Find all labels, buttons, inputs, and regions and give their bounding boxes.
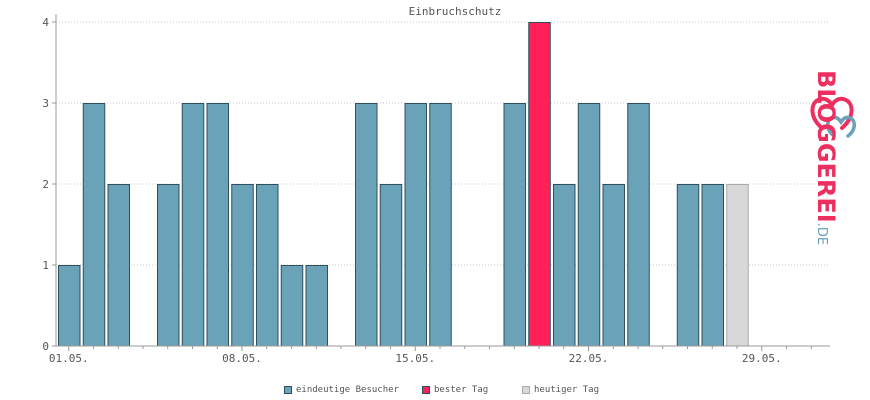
legend-label-best-day: bester Tag — [434, 385, 489, 395]
legend: eindeutige Besucher bester Tag heutiger … — [0, 385, 870, 399]
bars — [58, 22, 749, 347]
bar — [701, 184, 724, 347]
bar — [503, 103, 526, 347]
x-tick-labels: 01.05. 08.05. 15.05. 22.05. 29.05. — [49, 352, 782, 365]
bar — [181, 103, 205, 347]
bar — [602, 184, 625, 347]
legend-label-visitors: eindeutige Besucher — [296, 385, 399, 395]
legend-swatch-today — [522, 386, 530, 394]
y-tick-label: 1 — [42, 259, 49, 272]
legend-item-visitors: eindeutige Besucher — [284, 385, 399, 395]
x-tick-label: 08.05. — [222, 352, 262, 365]
bar — [627, 103, 650, 347]
bar — [429, 103, 452, 347]
y-tick-label: 0 — [42, 340, 49, 353]
bar-today — [726, 184, 749, 347]
logo-text-main: BLOGGEREI — [812, 70, 840, 223]
y-tick-label: 4 — [42, 16, 49, 29]
x-tick-label: 15.05. — [395, 352, 435, 365]
x-tick-label: 22.05. — [569, 352, 609, 365]
bloggerei-heart-icon — [810, 96, 856, 138]
bar — [82, 103, 106, 347]
y-tick-label: 2 — [42, 178, 49, 191]
axes — [52, 14, 830, 351]
legend-item-today: heutiger Tag — [522, 385, 599, 395]
y-tick-labels: 0 1 2 3 4 — [42, 16, 49, 353]
bar — [305, 265, 328, 347]
logo-text-suffix: .DE — [814, 222, 829, 246]
bar — [256, 184, 279, 347]
bloggerei-logo-text: BLOGGEREI.DE — [806, 70, 846, 245]
x-tick-label: 29.05. — [742, 352, 782, 365]
bar — [355, 103, 378, 347]
bar — [58, 265, 81, 347]
legend-swatch-visitors — [284, 386, 292, 394]
y-tick-label: 3 — [42, 97, 49, 110]
bar-best-day — [528, 22, 551, 347]
bar — [157, 184, 180, 347]
chart-title: Einbruchschutz — [408, 5, 502, 18]
bar — [676, 184, 700, 347]
legend-swatch-best-day — [422, 386, 430, 394]
bar — [404, 103, 427, 347]
x-tick-label: 01.05. — [49, 352, 89, 365]
legend-label-today: heutiger Tag — [534, 385, 600, 395]
bar — [553, 184, 576, 347]
bar — [231, 184, 254, 347]
bar — [107, 184, 130, 347]
bar — [379, 184, 403, 347]
bar — [206, 103, 229, 347]
legend-item-best-day: bester Tag — [422, 385, 488, 395]
bar — [577, 103, 601, 347]
bar — [280, 265, 304, 347]
